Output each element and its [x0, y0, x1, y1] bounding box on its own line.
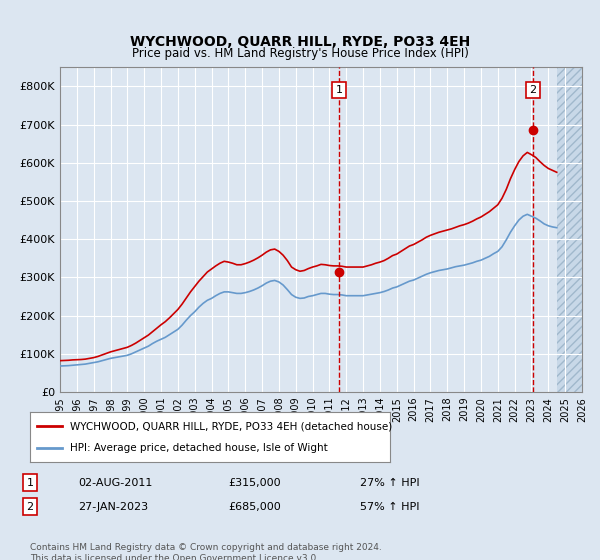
- Text: £315,000: £315,000: [228, 478, 281, 488]
- Text: 57% ↑ HPI: 57% ↑ HPI: [360, 502, 419, 512]
- Text: Price paid vs. HM Land Registry's House Price Index (HPI): Price paid vs. HM Land Registry's House …: [131, 46, 469, 60]
- Text: HPI: Average price, detached house, Isle of Wight: HPI: Average price, detached house, Isle…: [70, 443, 328, 453]
- Text: 2: 2: [26, 502, 34, 512]
- Text: WYCHWOOD, QUARR HILL, RYDE, PO33 4EH: WYCHWOOD, QUARR HILL, RYDE, PO33 4EH: [130, 35, 470, 49]
- Text: £685,000: £685,000: [228, 502, 281, 512]
- Text: 27% ↑ HPI: 27% ↑ HPI: [360, 478, 419, 488]
- Text: Contains HM Land Registry data © Crown copyright and database right 2024.
This d: Contains HM Land Registry data © Crown c…: [30, 543, 382, 560]
- Text: 1: 1: [26, 478, 34, 488]
- Bar: [557, 67, 582, 392]
- Text: 27-JAN-2023: 27-JAN-2023: [78, 502, 148, 512]
- Text: 02-AUG-2011: 02-AUG-2011: [78, 478, 152, 488]
- Text: 2: 2: [529, 85, 536, 95]
- Text: WYCHWOOD, QUARR HILL, RYDE, PO33 4EH (detached house): WYCHWOOD, QUARR HILL, RYDE, PO33 4EH (de…: [70, 422, 392, 432]
- Text: 1: 1: [335, 85, 343, 95]
